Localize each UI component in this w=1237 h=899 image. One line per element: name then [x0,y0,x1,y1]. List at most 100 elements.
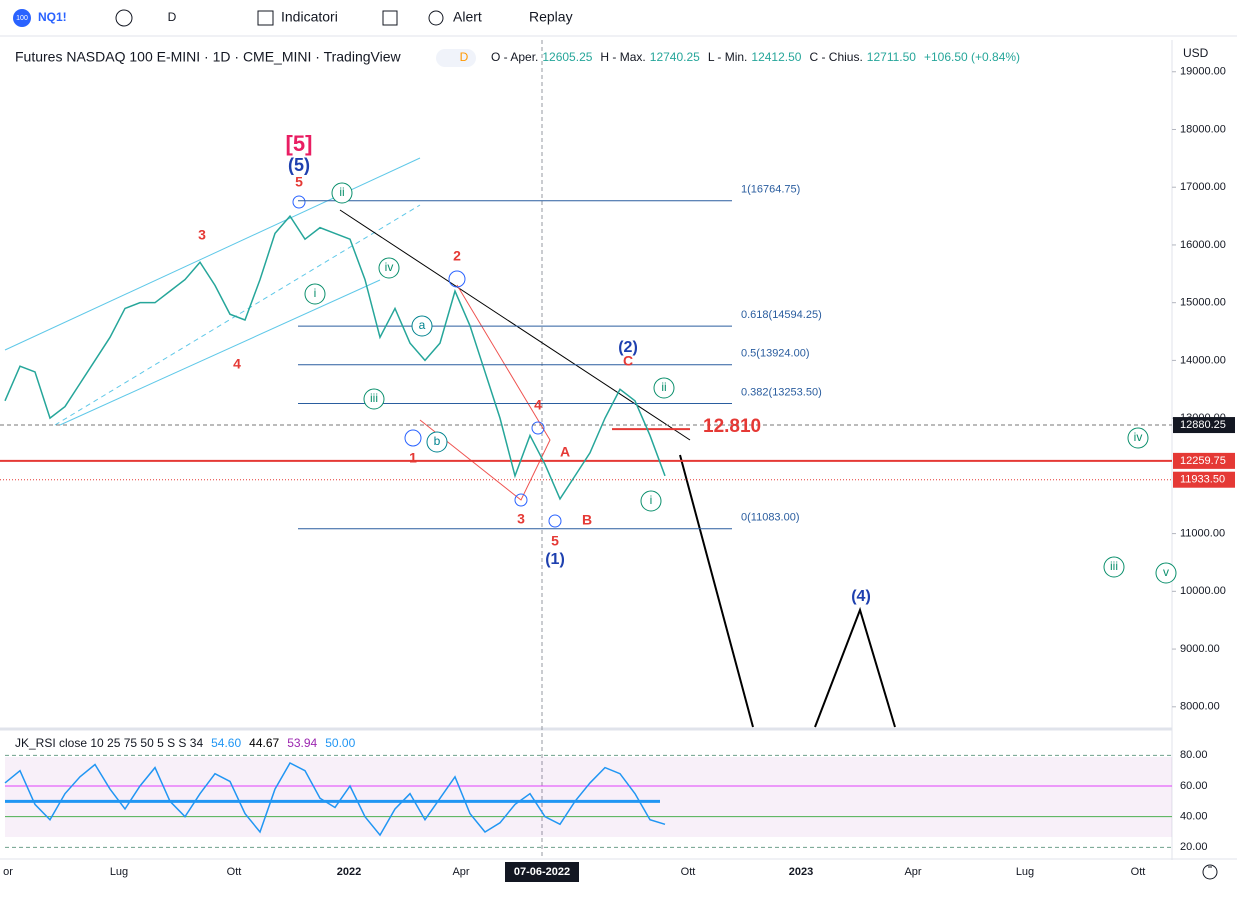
projection [814,606,896,728]
wave-label: iii [370,391,378,405]
symbol-icon [13,9,31,27]
ohlc-label: C - Chius. [809,50,862,64]
ohlc-label: L - Min. [708,50,748,64]
y-tick-label: 19000.00 [1180,66,1226,78]
fib-label: 0(11083.00) [741,512,800,524]
price-label: 11933.50 [1180,474,1225,486]
projection [679,454,754,728]
x-tick-label: or [3,866,13,878]
alert-icon[interactable] [428,10,444,26]
series-line [4,214,666,501]
pivot [404,429,422,447]
x-tick-label: Apr [452,866,469,878]
symbol[interactable]: NQ1! [38,10,67,24]
price-label-bg [1173,471,1235,488]
y-tick-label: 11000.00 [1180,528,1225,540]
price-label-bg [1173,452,1235,469]
wave-circle [363,388,385,410]
rsi-reading: 54.60 [211,736,241,750]
wave-label: iv [1134,430,1143,444]
wave-label: 2 [453,248,461,264]
replay[interactable]: Replay [529,9,573,25]
wave-label: [5] [286,131,313,156]
price-label-bg [1173,417,1235,434]
wave-label: ii [339,185,344,199]
price-label: 12259.75 [1180,455,1226,467]
wave-label: b [434,434,441,448]
indicators-icon[interactable] [257,10,274,26]
rsi-title: JK_RSI close 10 25 75 50 5 S S 34 [15,736,203,750]
y-tick-label: 17000.00 [1180,181,1226,193]
channel-bottom [59,279,381,426]
interval[interactable]: D [168,10,177,24]
wave-label: 4 [534,397,542,413]
wave-label: iii [1110,559,1118,573]
wave-label: a [419,318,426,332]
ohlc-value: 12740.25 [650,50,700,64]
fib-label: 0.382(13253.50) [741,386,822,398]
x-tick-label: Apr [904,866,921,878]
wave-circle [1127,427,1149,449]
y-tick-label: 14000.00 [1180,354,1226,366]
alert[interactable]: Alert [453,9,482,25]
add-symbol[interactable] [115,9,133,27]
x-tick-label: Ott [227,866,242,878]
wave-label: (4) [851,588,871,605]
rsi-tick-label: 80.00 [1180,749,1208,761]
pivot [292,195,306,209]
wave-circle [331,182,353,204]
wave-label: (5) [288,155,310,175]
y-tick-label: 15000.00 [1180,297,1226,309]
y-tick-label: 16000.00 [1180,239,1226,251]
wave-circle [411,315,433,337]
layout-icon[interactable] [382,10,398,26]
fib-label: 0.618(14594.25) [741,309,822,321]
y-tick-label: 8000.00 [1180,701,1220,713]
y-tick-label: 18000.00 [1180,123,1226,135]
crosshair-date-bg [505,862,579,882]
wave-label: ii [661,380,666,394]
wave-label: B [582,512,592,528]
x-tick-label: 2022 [337,866,361,878]
settings[interactable] [1202,864,1218,880]
currency[interactable]: USD [1183,46,1209,60]
x-tick-label: 2023 [789,866,813,878]
x-tick-label: Ott [681,866,696,878]
price-label: 12880.25 [1180,419,1226,431]
ohlc-value: 12412.50 [751,50,801,64]
wave-label: (1) [545,551,565,568]
rsi-band [5,757,1172,837]
wave-label: C [623,353,633,369]
wave-circle [1103,556,1125,578]
wave-label: A [560,444,570,460]
chart-title: Futures NASDAQ 100 E-MINI · 1D · CME_MIN… [15,49,402,65]
rsi-tick-label: 40.00 [1180,811,1208,823]
x-tick-label: Ott [1131,866,1146,878]
indicators[interactable]: Indicatori [281,9,338,25]
pivot [531,421,545,435]
wave-label: 3 [517,511,525,527]
x-tick-label: Lug [110,866,128,878]
wave-label: i [314,286,317,300]
annotation: 12.810 [703,416,761,437]
y-tick-label: 9000.00 [1180,643,1220,655]
change: +106.50 (+0.84%) [924,50,1020,64]
wave-label: v [1163,565,1169,579]
wave-circle [426,431,448,453]
fib-label: 1(16764.75) [741,184,800,196]
badge: D [460,50,469,64]
wave-label: 3 [198,227,206,243]
ohlc-label: O - Aper. [491,50,538,64]
wave-circle [653,377,675,399]
pivot [514,493,528,507]
trendline [339,209,691,441]
wave-label: 1 [409,450,417,466]
wave-circle [1155,562,1177,584]
wave-label: 5 [295,174,303,190]
wave-label: (2) [618,339,638,356]
y-tick-label: 10000.00 [1180,585,1226,597]
rsi-reading: 44.67 [249,736,279,750]
wave-circle [640,490,662,512]
